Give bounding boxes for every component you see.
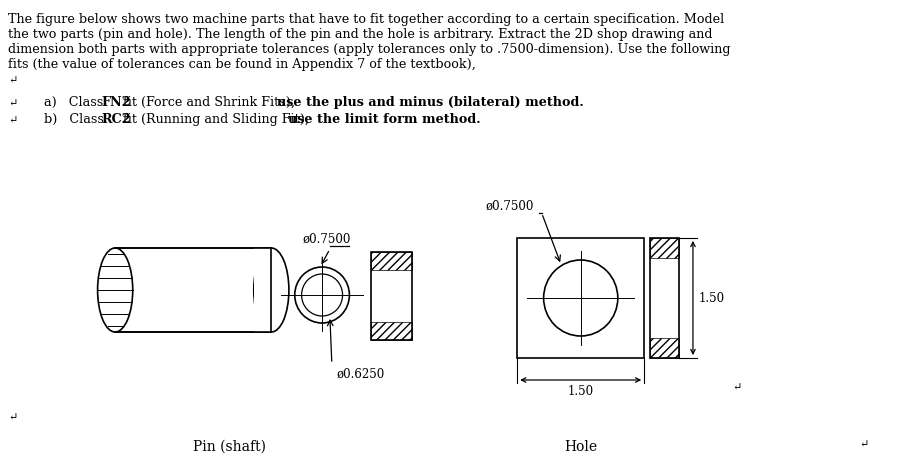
Text: 1.50: 1.50 [567, 385, 593, 398]
Text: Hole: Hole [564, 440, 597, 454]
Text: FN2: FN2 [102, 96, 131, 109]
Bar [650, 338, 679, 358]
Text: Pin (shaft): Pin (shaft) [192, 440, 266, 454]
Bar [371, 322, 412, 340]
Bar [371, 252, 412, 340]
Text: The figure below shows two machine parts that have to fit together according to : The figure below shows two machine parts… [8, 13, 723, 26]
Circle shape [543, 260, 617, 336]
Text: b)   Class: b) Class [44, 113, 107, 126]
Text: ↵: ↵ [732, 382, 741, 392]
Text: fit (Force and Shrink Fits),: fit (Force and Shrink Fits), [118, 96, 299, 109]
Text: the two parts (pin and hole). The length of the pin and the hole is arbitrary. E: the two parts (pin and hole). The length… [8, 28, 711, 41]
Text: ↵: ↵ [858, 439, 867, 449]
Text: ø0.6250: ø0.6250 [336, 368, 384, 381]
Circle shape [302, 274, 343, 316]
Ellipse shape [97, 248, 133, 332]
Text: ↵: ↵ [8, 75, 17, 85]
Text: fits (the value of tolerances can be found in Appendix 7 of the textbook),: fits (the value of tolerances can be fou… [8, 58, 476, 71]
Ellipse shape [253, 248, 289, 332]
Text: ↵: ↵ [8, 115, 17, 125]
Text: ↵: ↵ [8, 412, 17, 422]
Text: a)   Class: a) Class [44, 96, 107, 109]
Bar [650, 238, 679, 358]
Circle shape [294, 267, 349, 323]
Bar [650, 238, 679, 258]
Text: ↵: ↵ [8, 98, 17, 108]
Bar [517, 238, 643, 358]
Bar [115, 248, 271, 332]
Text: use the limit form method.: use the limit form method. [287, 113, 479, 126]
Text: ø0.7500: ø0.7500 [302, 233, 351, 246]
Text: RC2: RC2 [102, 113, 131, 126]
Text: use the plus and minus (bilateral) method.: use the plus and minus (bilateral) metho… [277, 96, 583, 109]
Bar [253, 248, 271, 332]
Text: ø0.7500: ø0.7500 [485, 200, 533, 213]
Text: fit (Running and Sliding Fit),: fit (Running and Sliding Fit), [118, 113, 312, 126]
Text: dimension both parts with appropriate tolerances (apply tolerances only to .7500: dimension both parts with appropriate to… [8, 43, 730, 56]
Bar [371, 252, 412, 270]
Text: 1.50: 1.50 [698, 292, 724, 304]
